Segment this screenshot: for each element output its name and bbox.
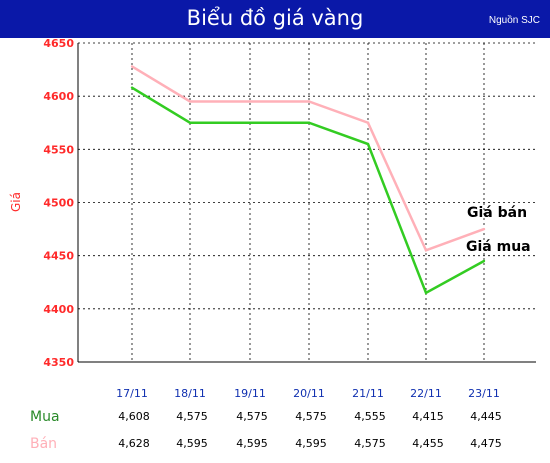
table-cell: 4,595 (176, 437, 208, 450)
data-point (130, 86, 134, 89)
table-row-label: Bán (30, 436, 57, 452)
series-line-ban (131, 65, 485, 252)
chart-title: Biểu đồ giá vàng (186, 6, 364, 30)
series-label-ban: Giá bán (467, 205, 527, 221)
x-tick-label: 21/11 (352, 387, 384, 400)
y-tick-label: 4600 (43, 90, 74, 103)
data-point (366, 142, 370, 146)
series-label-mua: Giá mua (466, 239, 531, 255)
data-point (482, 227, 486, 231)
data-point (307, 100, 311, 103)
table-cell: 4,455 (412, 437, 444, 450)
y-tick-label: 4650 (43, 37, 74, 50)
series-line-mua (131, 86, 485, 295)
table-row-label: Mua (30, 409, 60, 425)
source-label: Nguồn SJC (488, 15, 540, 26)
y-tick-label: 4350 (43, 356, 74, 369)
data-point (188, 100, 192, 103)
table-cell: 4,595 (295, 437, 327, 450)
data-point (366, 121, 370, 124)
table-cell: 4,575 (236, 410, 268, 423)
data-point (424, 249, 428, 252)
x-tick-label: 19/11 (234, 387, 266, 400)
table-cell: 4,555 (354, 410, 386, 423)
table-cell: 4,415 (412, 410, 444, 423)
data-point (248, 100, 252, 103)
data-point (424, 291, 428, 295)
table-cell: 4,475 (470, 437, 502, 450)
table-cell: 4,595 (236, 437, 268, 450)
data-point (248, 121, 252, 124)
y-axis-label: Giá (9, 192, 23, 212)
table-cell: 4,608 (118, 410, 150, 423)
table-cell: 4,575 (295, 410, 327, 423)
x-tick-label: 18/11 (174, 387, 206, 400)
table-cell: 4,445 (470, 410, 502, 423)
x-tick-label: 23/11 (468, 387, 500, 400)
x-tick-label: 22/11 (410, 387, 442, 400)
y-tick-label: 4400 (43, 303, 74, 316)
data-point (130, 65, 134, 68)
x-tick-label: 20/11 (293, 387, 325, 400)
data-point (188, 121, 192, 124)
y-tick-label: 4450 (43, 250, 74, 263)
table-cell: 4,575 (176, 410, 208, 423)
x-tick-label: 17/11 (116, 387, 148, 400)
data-point (482, 259, 486, 263)
y-tick-label: 4500 (43, 197, 74, 210)
table-cell: 4,575 (354, 437, 386, 450)
data-point (307, 121, 311, 124)
y-tick-label: 4550 (43, 143, 74, 156)
chart-header (0, 0, 550, 38)
table-cell: 4,628 (118, 437, 150, 450)
